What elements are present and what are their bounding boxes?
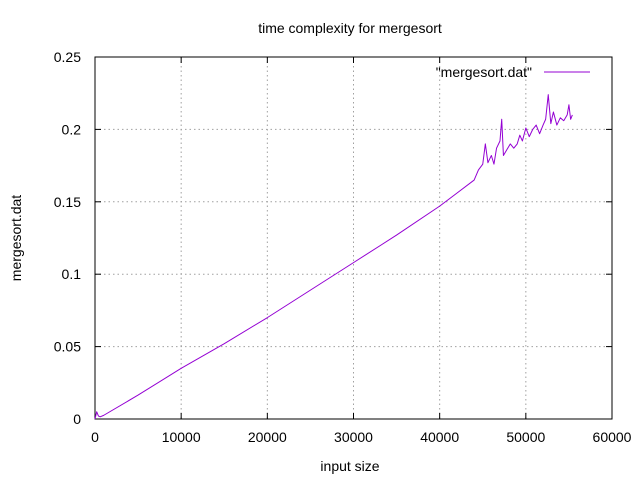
- y-tick-label: 0: [73, 411, 81, 427]
- series-line: [94, 94, 573, 420]
- y-axis-label: mergesort.dat: [8, 195, 24, 281]
- grid-lines: [95, 57, 612, 419]
- axis-ticks: 0 10000 20000 30000 40000 50000 60000 0 0.05 0.1 0…: [54, 49, 632, 445]
- legend-label: "mergesort.dat": [436, 64, 532, 80]
- x-axis-label: input size: [320, 458, 379, 474]
- chart-title: time complexity for mergesort: [258, 20, 442, 36]
- series-layer: [94, 94, 573, 420]
- y-tick-label: 0.05: [54, 339, 81, 355]
- x-tick-label: 40000: [420, 429, 459, 445]
- x-tick-label: 20000: [248, 429, 287, 445]
- x-tick-label: 0: [91, 429, 99, 445]
- y-tick-label: 0.15: [54, 194, 81, 210]
- y-tick-label: 0.1: [62, 266, 82, 282]
- y-tick-label: 0.25: [54, 49, 81, 65]
- legend: "mergesort.dat": [436, 64, 590, 80]
- x-tick-label: 50000: [506, 429, 545, 445]
- x-tick-label: 10000: [162, 429, 201, 445]
- x-tick-label: 60000: [593, 429, 632, 445]
- y-tick-label: 0.2: [62, 121, 82, 137]
- x-tick-label: 30000: [334, 429, 373, 445]
